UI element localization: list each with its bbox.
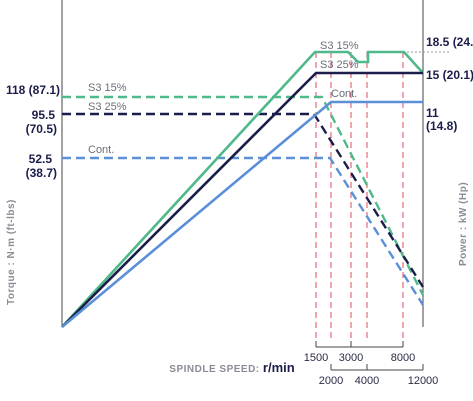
y-axis-left-title: Torque : N·m (ft-lbs) [6,199,17,305]
torque-tick-label: (70.5) [26,122,57,136]
x-tick-label-row2: 12000 [408,375,439,387]
power-tick-label: 18.5 (24.8) [426,35,473,49]
y-axis-right-title: Power : kW (Hp) [458,182,469,266]
x-tick-label-row1: 3000 [339,352,363,364]
torque-series-s3-25 [62,112,425,288]
power-label-s3-25: S3 25% [320,59,359,71]
power-series-cont [61,100,423,328]
power-tick-label: 11 [426,106,439,120]
torque-tick-label: 52.5 [29,152,53,166]
torque-label-s3-25: S3 25% [88,101,127,113]
x-tick-label-row1: 1500 [304,352,328,364]
x-axis-title: SPINDLE SPEED: r/min [169,360,294,375]
power-series-s3-15 [61,50,424,328]
x-tick-label-row1: 8000 [391,352,415,364]
power-label-cont: Cont. [331,88,357,100]
x-axis-title-prefix: SPINDLE SPEED: [169,364,263,375]
x-axis-title-unit: r/min [263,360,295,375]
torque-series-s3-15 [62,95,425,296]
x-tick-label-row2: 4000 [355,375,379,387]
power-tick-label: 15 (20.1) [426,68,473,82]
x-tick-label-row2: 2000 [319,375,343,387]
torque-label-s3-15: S3 15% [88,82,127,94]
power-label-s3-15: S3 15% [320,40,359,52]
torque-tick-label: 118 (87.1) [6,83,60,97]
power-series-s3-25 [61,71,423,328]
power-tick-label: (14.8) [426,119,457,133]
torque-series-cont [62,156,425,306]
torque-tick-label: (38.7) [26,166,57,180]
torque-label-cont: Cont. [88,144,114,156]
torque-tick-label: 95.5 [32,108,56,122]
